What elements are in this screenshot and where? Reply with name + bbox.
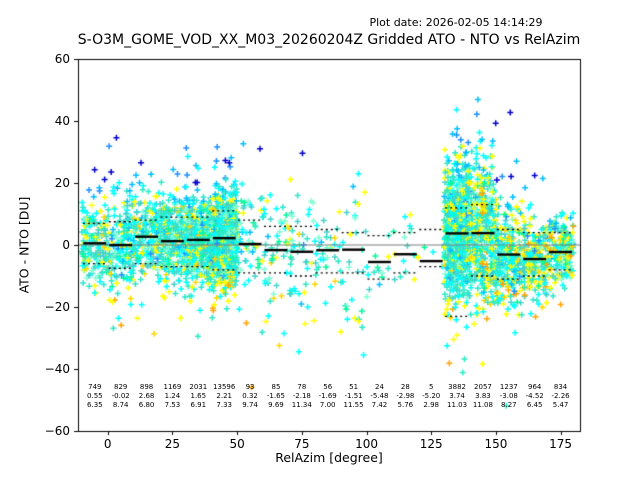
bin-stats-column: 1169 1.24 7.53 <box>164 383 182 410</box>
bin-stats-column: 2057 3.83 11.08 <box>473 383 493 410</box>
bin-stat-value: 898 <box>139 383 154 391</box>
bin-stats-column: 13596 2.21 7.33 <box>213 383 235 410</box>
bin-stats-column: 3882 3.74 11.03 <box>447 383 467 410</box>
y-tick-label: 60 <box>54 52 70 66</box>
x-tick-label: 175 <box>549 437 573 451</box>
bin-stat-value: 56 <box>323 383 333 391</box>
x-tick-label: 125 <box>419 437 443 451</box>
bin-stat-value: 6.80 <box>138 401 155 409</box>
bin-stat-value: 28 <box>400 383 410 391</box>
bin-stat-value: 0.55 <box>87 392 103 400</box>
bin-stat-value: 2.68 <box>138 392 155 400</box>
x-tick-label: 100 <box>355 437 378 451</box>
bin-stat-value: 9.69 <box>268 401 284 409</box>
bin-stats-column: 964 -4.52 6.45 <box>526 383 544 410</box>
bin-stat-value: 2057 <box>474 383 492 391</box>
bin-stat-value: 8.27 <box>501 401 517 409</box>
y-tick-label: 20 <box>54 176 70 190</box>
x-tick-label: 150 <box>484 437 508 451</box>
bin-stats-column: 1237 -3.08 8.27 <box>500 383 518 410</box>
bin-stats-column: 829 -0.02 8.74 <box>112 383 130 410</box>
bin-stat-value: 1169 <box>163 383 182 391</box>
bin-stat-value: 6.91 <box>190 401 207 409</box>
bin-stats-column: 749 0.55 6.35 <box>87 383 103 410</box>
y-tick-label: 0 <box>62 238 70 252</box>
bin-stat-value: 1.65 <box>190 392 207 400</box>
bin-stat-value: 7.42 <box>371 401 388 409</box>
bin-stats-column: 834 -2.26 5.47 <box>552 383 570 410</box>
bin-stat-value: 3.74 <box>449 392 465 400</box>
bin-stat-value: 7.33 <box>216 401 232 409</box>
bin-stat-value: 7.00 <box>319 401 336 409</box>
bin-stats-column: 2031 1.65 6.91 <box>189 383 207 410</box>
bin-stat-value: 2.98 <box>423 401 439 409</box>
bin-stat-value: 829 <box>114 383 128 391</box>
bin-stat-value: 11.08 <box>472 401 493 409</box>
bin-stat-value: -0.02 <box>111 392 130 400</box>
bin-stat-value: 24 <box>374 383 384 391</box>
bin-stat-value: -5.20 <box>422 392 441 400</box>
bin-stat-value: 5.76 <box>397 401 414 409</box>
bin-stat-value: 1.24 <box>164 392 181 400</box>
x-axis-label: RelAzim [degree] <box>275 450 383 465</box>
bin-stat-value: 6.35 <box>87 401 103 409</box>
bin-stat-value: 6.45 <box>526 401 543 409</box>
bin-stats-column: 85 -1.65 9.69 <box>267 383 285 410</box>
bin-stat-value: 1237 <box>499 383 518 391</box>
bin-stat-value: 9.74 <box>242 401 258 409</box>
bin-stat-value: -5.48 <box>370 392 389 400</box>
bin-stat-value: 93 <box>245 383 255 391</box>
bin-stats-column: 78 -2.18 11.34 <box>292 383 312 410</box>
bin-stat-value: -1.65 <box>266 392 286 400</box>
bin-stat-value: -3.08 <box>499 392 518 400</box>
plot-date: Plot date: 2026-02-05 14:14:29 <box>369 16 543 29</box>
x-tick-label: 25 <box>164 437 181 451</box>
bin-stat-value: 7.53 <box>164 401 181 409</box>
bin-stats-column: 5 -5.20 2.98 <box>422 383 440 410</box>
bin-stat-value: 85 <box>271 383 281 391</box>
bin-stat-value: 834 <box>553 383 568 391</box>
bin-stat-value: 5.47 <box>552 401 569 409</box>
bin-stat-value: 11.34 <box>291 401 312 409</box>
x-tick-label: 75 <box>294 437 310 451</box>
bin-stat-value: 2.21 <box>216 392 232 400</box>
chart-title: S-O3M_GOME_VOD_XX_M03_20260204Z Gridded … <box>77 32 581 48</box>
bin-stat-value: -1.51 <box>344 392 363 400</box>
bin-stats-column: 898 2.68 6.80 <box>139 383 155 410</box>
y-tick-label: −20 <box>44 300 70 314</box>
bin-stat-value: 51 <box>349 383 359 391</box>
y-tick-label: 40 <box>54 114 70 128</box>
y-tick-label: −60 <box>44 424 70 438</box>
bin-stat-value: 5 <box>428 383 434 391</box>
bin-stat-value: 0.32 <box>242 392 258 400</box>
bin-stat-value: -2.18 <box>292 392 311 400</box>
bin-stat-value: 13596 <box>213 383 236 391</box>
bin-stat-value: 11.03 <box>447 401 468 409</box>
bin-stats-column: 56 -1.69 7.00 <box>319 383 337 410</box>
bin-stat-value: 8.74 <box>112 401 129 409</box>
bin-stats-column: 28 -2.98 5.76 <box>396 383 414 410</box>
bin-stat-value: -2.98 <box>396 392 415 400</box>
x-tick-label: 50 <box>229 437 245 451</box>
bin-stats-column: 93 0.32 9.74 <box>242 383 258 410</box>
bin-stat-value: 749 <box>88 383 102 391</box>
bin-stat-value: -4.52 <box>525 392 544 400</box>
x-tick-label: 0 <box>103 437 112 451</box>
bin-stat-value: 3882 <box>448 383 466 391</box>
bin-stat-value: -1.69 <box>318 392 337 400</box>
bin-stat-value: 78 <box>297 383 307 391</box>
bin-stats-column: 24 -5.48 7.42 <box>370 383 388 410</box>
y-tick-label: −40 <box>44 362 70 376</box>
bin-stat-value: 3.83 <box>475 392 491 400</box>
bin-stat-value: 964 <box>528 383 542 391</box>
bin-stats-column: 51 -1.51 11.55 <box>344 383 364 410</box>
bin-stat-value: -2.26 <box>551 392 570 400</box>
bin-stat-value: 2031 <box>189 383 208 391</box>
bin-stat-value: 11.55 <box>343 401 364 409</box>
